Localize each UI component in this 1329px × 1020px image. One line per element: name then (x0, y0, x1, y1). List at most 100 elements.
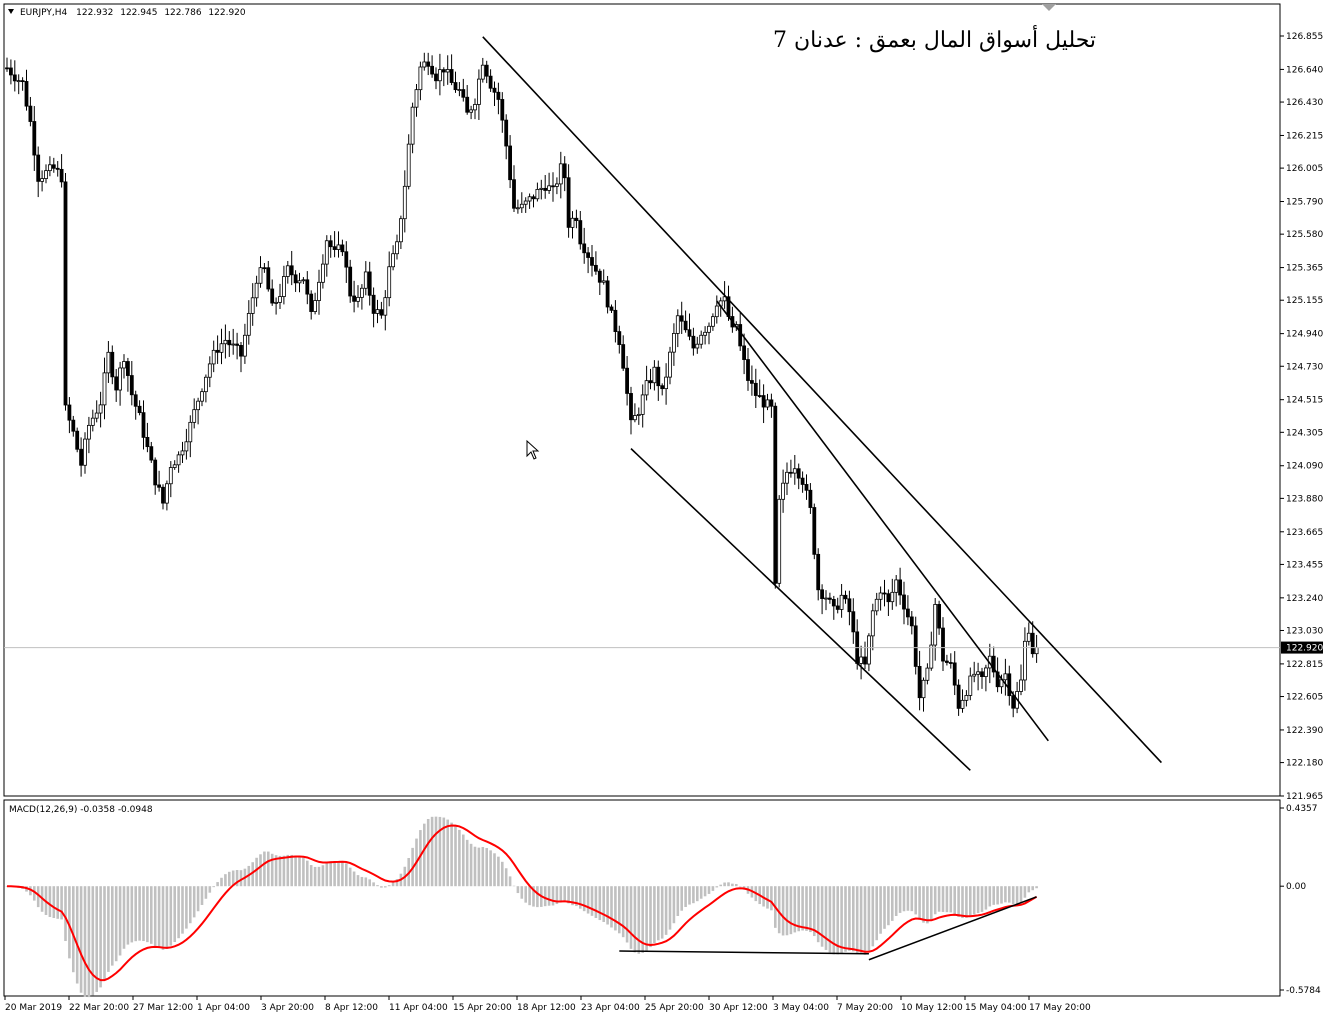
candle (820, 584, 824, 615)
candle (211, 340, 216, 373)
time-tick-label: 3 Apr 20:00 (261, 1003, 314, 1013)
candle (289, 250, 294, 286)
macd-bar (341, 861, 344, 887)
macd-bar (36, 886, 40, 908)
macd-bar (192, 886, 196, 918)
candle (824, 590, 828, 611)
price-tick-label: 124.730 (1286, 362, 1323, 372)
chart-shift-marker[interactable] (1042, 4, 1056, 11)
candle (980, 667, 984, 689)
candle (402, 170, 407, 233)
current-price-label: 122.920 (1286, 644, 1323, 654)
trendline[interactable] (630, 448, 971, 771)
macd-bar (306, 860, 309, 887)
macd-bar (130, 886, 134, 943)
candle (180, 441, 185, 463)
macd-bar (887, 886, 890, 926)
candle (313, 292, 318, 315)
header-high: 122.945 (120, 8, 157, 18)
macd-bar (692, 886, 695, 904)
macd-bar (442, 817, 446, 887)
candle (133, 390, 138, 420)
candle (512, 165, 516, 213)
candle (75, 427, 80, 453)
price-tick-label: 122.390 (1286, 726, 1323, 736)
candle (441, 67, 446, 87)
macd-bar (594, 886, 598, 918)
macd-bar (329, 861, 332, 887)
candle (328, 235, 333, 258)
candle (590, 245, 594, 277)
candle (356, 285, 360, 308)
candle (851, 598, 856, 644)
candle (44, 164, 48, 184)
macd-bar (543, 886, 547, 907)
candle (395, 234, 399, 260)
macd-bar (426, 818, 430, 887)
macd-trendline[interactable] (868, 896, 1037, 961)
candle (504, 114, 509, 160)
macd-bar (699, 886, 703, 899)
candle (281, 265, 286, 305)
time-tick-label: 20 Mar 2019 (5, 1003, 62, 1013)
header-open: 122.932 (76, 8, 113, 18)
candle (668, 346, 672, 385)
macd-bar (555, 886, 559, 905)
macd-bar (707, 886, 711, 894)
macd-bar (465, 839, 469, 887)
macd-bar (290, 854, 293, 887)
macd-bar (423, 823, 426, 887)
macd-bar (286, 854, 290, 887)
macd-bar (953, 886, 956, 915)
candle (633, 403, 637, 423)
candle (246, 300, 251, 345)
price-tick-label: 126.215 (1286, 131, 1323, 141)
candle (274, 297, 279, 315)
candle (828, 592, 832, 604)
candle (379, 301, 384, 319)
analyst-annotation: تحليل أسواق المال بعمق : عدنان 7 (773, 24, 1096, 53)
macd-bar (364, 877, 368, 887)
macd-trendlines[interactable] (619, 896, 1037, 961)
macd-bar (395, 879, 399, 887)
candle (278, 283, 282, 309)
candle (964, 690, 969, 707)
trendlines[interactable] (482, 36, 1162, 771)
candle (176, 451, 181, 473)
macd-bar (586, 886, 590, 914)
candle (609, 304, 614, 313)
macd-bar (64, 886, 67, 942)
price-tick-label: 125.790 (1286, 198, 1323, 208)
candle (886, 589, 891, 616)
candle (753, 368, 758, 409)
price-tick-label: 124.090 (1286, 462, 1323, 472)
macd-bar (489, 850, 492, 887)
candle (863, 641, 867, 669)
candle (352, 280, 357, 313)
candle (909, 611, 914, 635)
macd-bar (988, 886, 992, 907)
macd-bar (980, 886, 984, 912)
candle (597, 268, 602, 296)
candle (122, 354, 126, 379)
macd-bar (524, 886, 527, 903)
candle (742, 333, 746, 375)
trendline[interactable] (716, 300, 1049, 742)
macd-bar (711, 886, 715, 891)
macd-bar (391, 882, 395, 887)
macd-trendline[interactable] (619, 950, 869, 955)
macd-bar (348, 867, 352, 887)
candle (106, 341, 111, 383)
candle (968, 667, 973, 701)
macd-bar (559, 886, 563, 902)
candle (71, 415, 76, 437)
candle (566, 164, 571, 238)
macd-bar (72, 886, 75, 973)
macd-bar (52, 886, 56, 919)
price-tick-label: 126.005 (1286, 164, 1323, 174)
time-tick-label: 17 May 20:00 (1029, 1003, 1091, 1013)
candle (67, 397, 72, 434)
trendline[interactable] (482, 36, 1162, 764)
candle (223, 324, 228, 359)
